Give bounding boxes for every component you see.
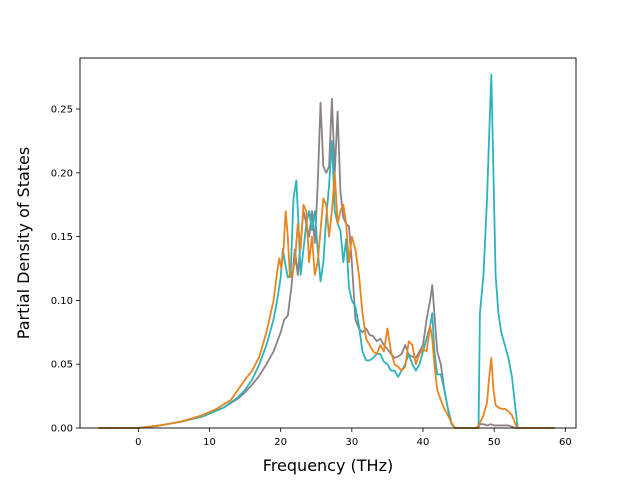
x-tick-label: 60	[559, 437, 572, 448]
x-tick-label: 50	[488, 437, 501, 448]
y-tick-label: 0.10	[51, 296, 73, 307]
x-tick-label: 0	[135, 437, 141, 448]
pdos-series-1	[98, 97, 555, 429]
y-tick-label: 0.05	[51, 360, 73, 371]
x-tick-label: 30	[345, 437, 358, 448]
x-tick-label: 10	[203, 437, 216, 448]
x-tick-label: 20	[274, 437, 287, 448]
y-axis: 0.00 0.05 0.10 0.15 0.20 0.25	[51, 105, 80, 435]
axes-frame	[79, 57, 577, 429]
y-tick-label: 0.20	[51, 168, 73, 179]
pdos-series-2	[98, 73, 555, 429]
x-axis: 0 10 20 30 40 50 60	[135, 428, 572, 448]
y-tick-label: 0.15	[51, 232, 73, 243]
x-tick-label: 40	[417, 437, 430, 448]
y-axis-title: Partial Density of States	[14, 147, 33, 339]
y-tick-label: 0.00	[51, 424, 73, 435]
series-layer	[98, 73, 555, 429]
y-tick-label: 0.25	[51, 105, 73, 116]
x-axis-title: Frequency (THz)	[263, 456, 393, 475]
pdos-series-3	[98, 171, 555, 429]
